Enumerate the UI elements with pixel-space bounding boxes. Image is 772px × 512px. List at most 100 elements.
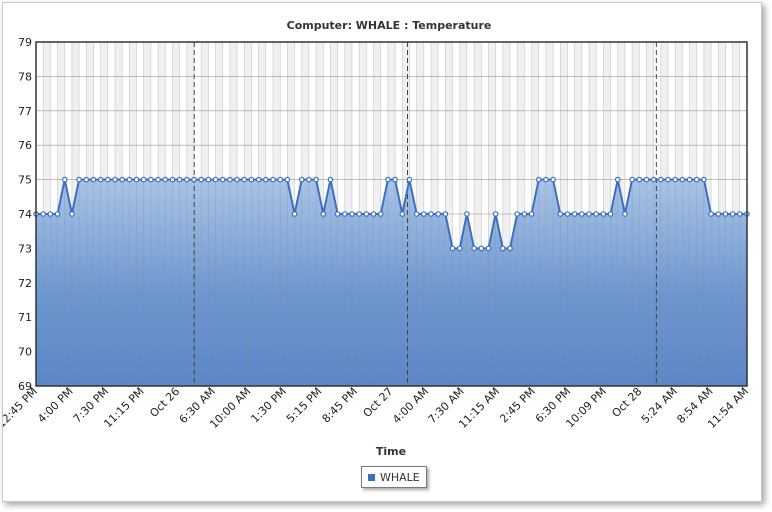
chart-title: Computer: WHALE : Temperature — [287, 19, 492, 32]
data-point — [227, 176, 233, 183]
data-point — [270, 176, 276, 183]
data-point — [701, 176, 707, 183]
y-tick-label: 79 — [18, 36, 32, 49]
data-point — [629, 176, 635, 183]
data-point — [212, 176, 219, 183]
data-point — [722, 211, 729, 217]
data-point — [679, 176, 686, 183]
data-point — [413, 211, 420, 217]
data-point — [219, 176, 226, 183]
y-tick-label: 72 — [18, 277, 32, 290]
data-point — [169, 176, 176, 183]
data-point — [119, 176, 125, 183]
data-point — [140, 176, 147, 183]
data-point — [507, 245, 513, 252]
data-point — [550, 176, 556, 183]
y-tick-label: 71 — [18, 311, 32, 324]
data-point — [97, 176, 104, 183]
data-point — [255, 176, 262, 183]
data-point — [356, 211, 362, 217]
data-point — [277, 176, 283, 183]
data-point — [478, 245, 485, 252]
x-tick-label: 4:00 AM — [390, 385, 431, 426]
x-tick-label: Oct 28 — [609, 385, 644, 420]
data-point — [686, 176, 693, 183]
x-tick-label: 8:45 PM — [320, 385, 361, 426]
data-point — [234, 176, 240, 183]
data-point — [622, 211, 628, 217]
data-point — [47, 211, 54, 217]
chart-frame: Computer: WHALE : Temperature 69 70 71 72 73… — [2, 2, 762, 502]
data-point — [76, 176, 82, 183]
data-point — [658, 176, 664, 183]
x-tick-label: 2:45 PM — [497, 385, 538, 426]
data-point — [636, 176, 643, 183]
data-point — [392, 176, 398, 183]
y-tick-label: 69 — [18, 380, 32, 393]
data-point — [665, 176, 671, 183]
data-point — [334, 211, 341, 217]
data-point — [69, 211, 75, 217]
y-tick-label: 73 — [18, 242, 32, 255]
data-point — [105, 176, 111, 183]
y-tick-label: 75 — [18, 174, 32, 187]
data-point — [715, 211, 722, 217]
data-point — [543, 176, 549, 183]
data-point — [313, 176, 319, 183]
data-point — [693, 176, 700, 183]
data-point — [614, 176, 621, 183]
data-point — [421, 211, 427, 217]
data-point — [342, 211, 348, 217]
data-point — [564, 211, 571, 217]
data-point — [176, 176, 183, 183]
data-point — [485, 245, 492, 252]
data-point — [126, 176, 133, 183]
whale-series-line — [36, 178, 747, 250]
x-tick-label: 5:24 AM — [639, 385, 680, 426]
data-point — [385, 176, 391, 183]
data-point — [248, 176, 255, 183]
x-axis-title: Time — [376, 445, 406, 458]
data-point — [579, 211, 585, 217]
data-point — [112, 176, 118, 183]
data-point — [306, 176, 312, 183]
data-point — [672, 176, 678, 183]
data-point — [54, 211, 61, 217]
y-tick-label: 78 — [18, 70, 32, 83]
data-point — [349, 211, 355, 217]
data-point — [162, 176, 169, 183]
data-point — [729, 211, 736, 217]
data-point — [650, 176, 657, 183]
day-divider-lines — [193, 42, 657, 386]
data-point — [298, 176, 305, 183]
chart-legend[interactable]: WHALE — [361, 466, 427, 488]
data-point — [471, 245, 477, 252]
data-point — [464, 211, 470, 217]
data-point — [600, 211, 607, 217]
data-point — [155, 176, 161, 183]
y-axis-ticks: 69 70 71 72 73 74 75 76 77 78 79 — [18, 36, 32, 393]
data-point — [708, 211, 714, 217]
data-point — [500, 245, 506, 252]
data-point — [535, 176, 542, 183]
data-point — [586, 211, 592, 217]
data-point — [205, 176, 212, 183]
x-tick-label: 1:30 PM — [248, 385, 289, 426]
x-tick-label: Oct 26 — [147, 385, 182, 420]
data-point — [148, 176, 154, 183]
data-point — [40, 211, 46, 217]
legend-label: WHALE — [380, 470, 420, 484]
data-point — [528, 211, 535, 217]
x-tick-label: Oct 27 — [361, 385, 396, 420]
data-point — [643, 176, 650, 183]
data-point — [370, 211, 377, 217]
data-point — [399, 211, 406, 217]
data-point — [363, 211, 370, 217]
data-point — [284, 176, 291, 183]
plot-border — [35, 41, 748, 387]
data-point — [61, 176, 68, 183]
data-point — [198, 176, 204, 183]
y-tick-label: 76 — [18, 139, 32, 152]
data-point — [571, 211, 578, 217]
data-point — [521, 211, 528, 217]
